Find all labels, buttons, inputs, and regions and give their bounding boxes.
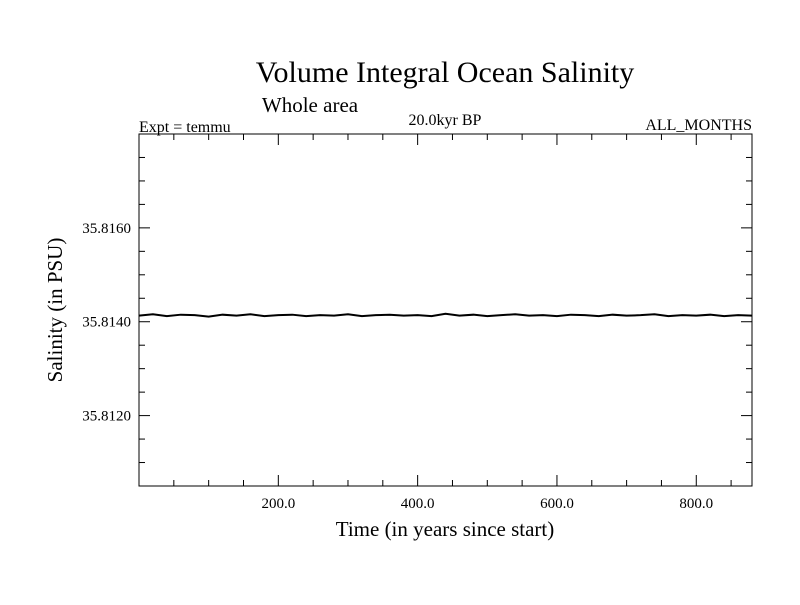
y-major-ticks: 35.8120 35.8140 35.8160	[82, 221, 752, 425]
x-major-ticks: 200.0 400.0 600.0 800.0	[261, 134, 713, 512]
y-tick-label: 35.8120	[82, 409, 131, 425]
y-tick-label: 35.8160	[82, 221, 131, 237]
experiment-label: Expt = temmu	[139, 119, 231, 136]
chart-subtitle: Whole area	[262, 93, 359, 117]
x-tick-label: 800.0	[679, 496, 713, 512]
x-tick-label: 600.0	[540, 496, 574, 512]
x-tick-label: 200.0	[261, 496, 295, 512]
x-axis-label: Time (in years since start)	[336, 517, 555, 541]
y-axis-label: Salinity (in PSU)	[43, 238, 67, 383]
salinity-series-line	[138, 312, 753, 318]
chart-title: Volume Integral Ocean Salinity	[256, 56, 635, 89]
y-minor-ticks	[139, 133, 752, 487]
y-tick-label: 35.8140	[82, 315, 131, 331]
plot-frame	[138, 133, 753, 487]
months-label: ALL_MONTHS	[645, 117, 752, 134]
x-minor-ticks	[173, 134, 732, 486]
time-period-label: 20.0kyr BP	[409, 112, 482, 129]
x-tick-label: 400.0	[401, 496, 435, 512]
